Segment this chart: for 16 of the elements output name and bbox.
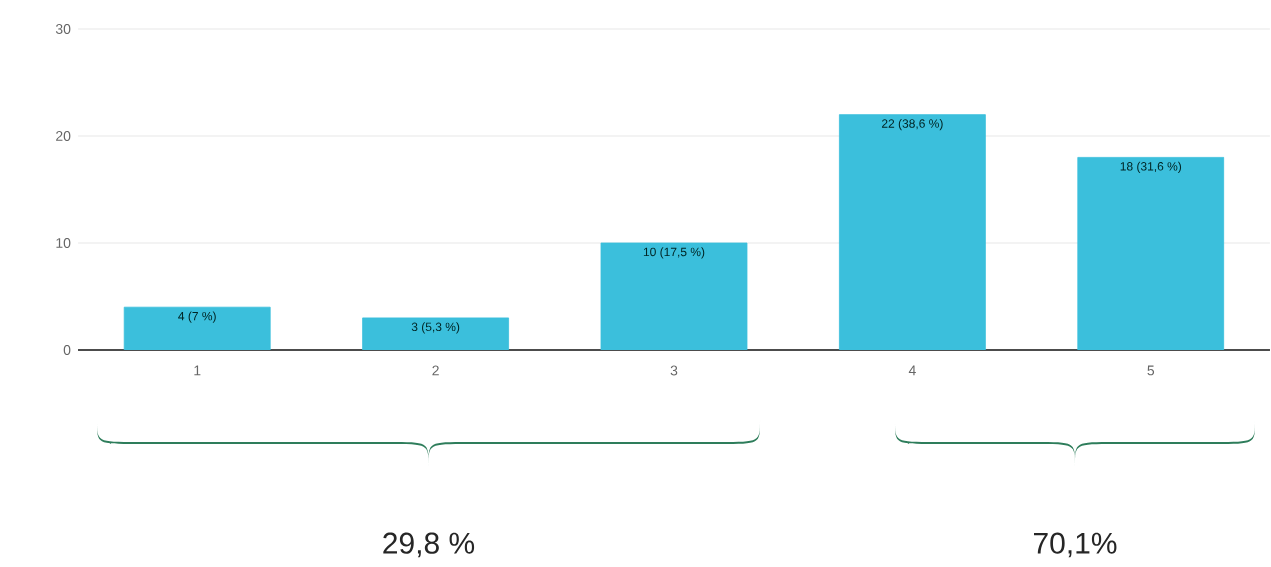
y-tick-label: 20 [56,131,71,141]
x-tick-label: 5 [1147,365,1155,376]
text: 29,8 % [383,532,475,558]
data-label: 10 (17,5 %) [643,247,705,259]
y-tick-label: 0 [63,345,71,355]
data-label: 22 (38,6 %) [881,118,943,131]
data-label: 18 (31,6 %) [1120,161,1182,173]
x-tick-label: 1 [194,365,201,376]
x-tick-label: 2 [432,365,439,376]
x-tick-label: 3 [670,365,678,376]
y-tick-label: 10 [56,238,71,248]
text: 70,1% [1034,532,1117,558]
y-tick-label: 30 [55,24,71,34]
x-tick-label: 4 [908,365,916,376]
data-label: 4 (7 %) [178,311,216,323]
data-label: 3 (5,3 %) [411,322,460,334]
